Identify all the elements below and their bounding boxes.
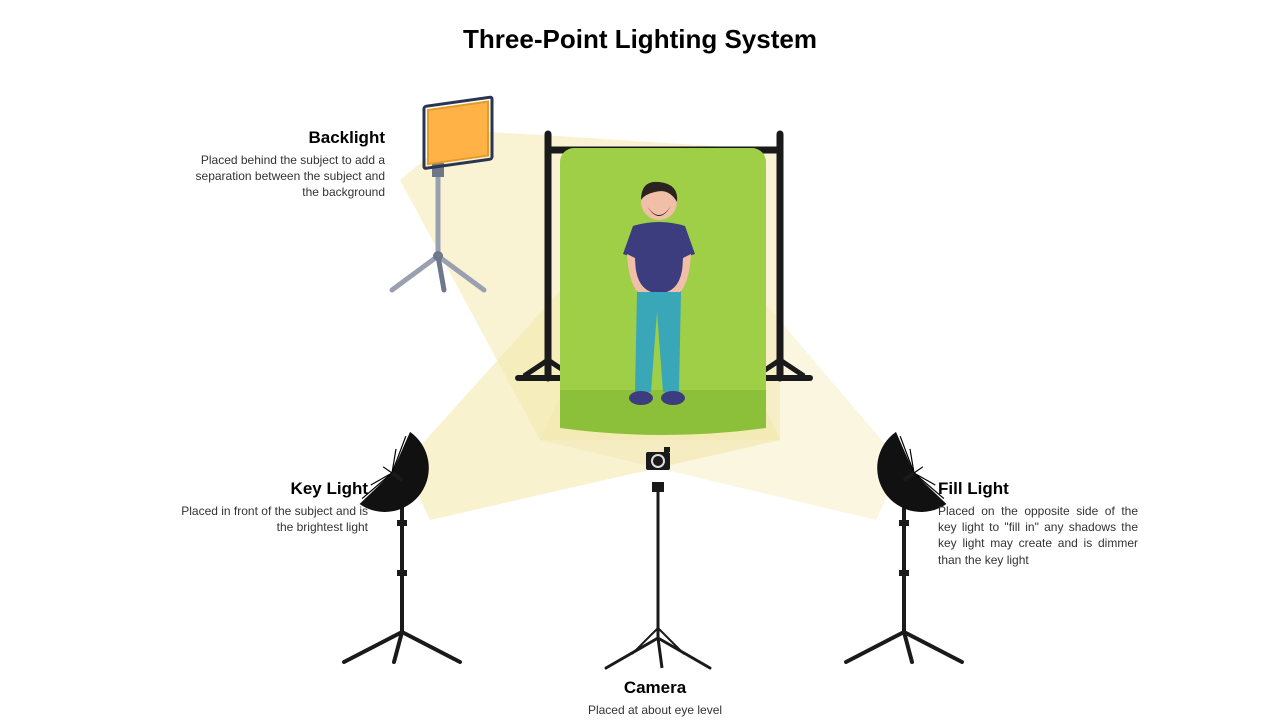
filllight-label: Fill Light Placed on the opposite side o… [938, 479, 1138, 568]
camera-title: Camera [555, 678, 755, 698]
backlight-title: Backlight [185, 128, 385, 148]
camera-desc: Placed at about eye level [555, 702, 755, 718]
diagram-stage [0, 0, 1280, 720]
keylight-label: Key Light Placed in front of the subject… [168, 479, 368, 535]
backlight-label: Backlight Placed behind the subject to a… [185, 128, 385, 201]
keylight-desc: Placed in front of the subject and is th… [168, 503, 368, 535]
keylight-title: Key Light [168, 479, 368, 499]
backlight-desc: Placed behind the subject to add a separ… [185, 152, 385, 201]
camera-label: Camera Placed at about eye level [555, 678, 755, 718]
filllight-desc: Placed on the opposite side of the key l… [938, 503, 1138, 568]
filllight-title: Fill Light [938, 479, 1138, 499]
